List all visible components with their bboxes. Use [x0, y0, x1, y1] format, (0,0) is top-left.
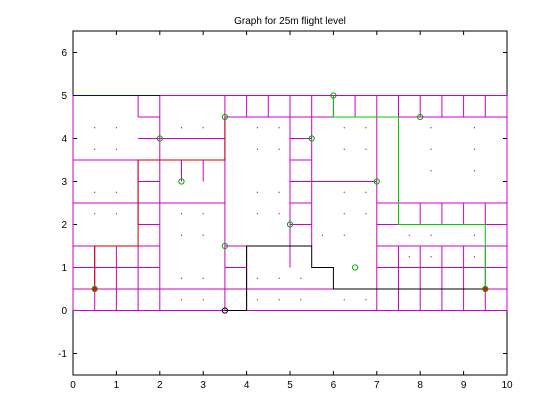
cell-center-dot [278, 148, 280, 150]
cell-center-dot [365, 299, 367, 301]
cell-center-dot [115, 148, 117, 150]
cell-center-dot [180, 277, 183, 279]
cell-center-dot [94, 191, 96, 193]
y-tick-label: 4 [61, 134, 67, 145]
cell-center-dot [256, 148, 259, 150]
cell-center-dot [202, 299, 204, 301]
waypoint-node [373, 178, 380, 185]
waypoint-node [221, 113, 228, 121]
plot-area: 0 1 2 3 4 5 6 7 8 9 10 -1 0 1 2 3 4 5 6 [58, 30, 513, 391]
cell-center-dot [202, 277, 204, 279]
cell-center-dot [408, 256, 410, 258]
cell-center-dot [115, 127, 117, 129]
path-green-line [332, 95, 486, 289]
x-tick-label: 5 [287, 380, 293, 391]
cell-center-dot [180, 299, 183, 301]
cell-center-dot [343, 191, 345, 193]
y-tick-label: 0 [61, 306, 67, 317]
cell-center-dot [365, 213, 367, 215]
x-tick-label: 0 [70, 380, 76, 391]
x-tick-label: 2 [157, 380, 163, 391]
path-red-line [94, 117, 226, 289]
cell-center-dot [343, 127, 345, 129]
cell-center-dot [115, 191, 117, 193]
cell-center-dot [430, 234, 432, 236]
cell-center-dot [473, 170, 476, 172]
cell-center-dot [473, 127, 476, 129]
cell-center-dot [256, 277, 259, 279]
y-tick-label: 3 [61, 177, 67, 188]
cell-center-dot [430, 170, 432, 172]
cell-center-dot [202, 127, 204, 129]
cell-center-dot [94, 148, 96, 150]
cell-center-dot [300, 299, 302, 301]
cell-center-dot [180, 127, 183, 129]
waypoint-node [221, 242, 228, 250]
x-tick-label: 6 [331, 380, 337, 391]
cell-center-dot [430, 148, 432, 150]
x-tick-label: 4 [244, 380, 250, 391]
waypoint-node [482, 285, 489, 293]
cell-center-dot [343, 234, 345, 236]
cell-center-dot [473, 148, 476, 150]
y-tick-label: 1 [61, 263, 67, 274]
cell-center-dot [278, 191, 280, 193]
cell-center-dot [278, 127, 280, 129]
cell-center-dot [202, 234, 204, 236]
y-tick-label: 5 [61, 91, 67, 102]
cell-center-dot [343, 148, 345, 150]
x-tick-label: 1 [114, 380, 120, 391]
cell-center-dot [343, 299, 345, 301]
cell-center-dot [430, 127, 432, 129]
cell-center-dot [365, 127, 367, 129]
cell-center-dot [94, 213, 96, 215]
cell-center-dot [202, 213, 204, 215]
cell-center-dot [94, 127, 96, 129]
x-tick-label: 3 [200, 380, 206, 391]
x-tick-label: 8 [417, 380, 423, 391]
cell-center-dot [430, 256, 432, 258]
waypoint-node [286, 221, 294, 228]
chart-title: Graph for 25m flight level [234, 16, 346, 27]
cell-center-dot [278, 299, 280, 301]
cell-center-dot [256, 127, 259, 129]
cell-center-dot [321, 234, 324, 236]
x-tick-label: 10 [501, 380, 513, 391]
cell-center-dot [256, 299, 259, 301]
waypoint-node [308, 135, 315, 142]
cell-center-dot [300, 277, 302, 279]
cell-center-dot [343, 213, 345, 215]
waypoint-node [156, 135, 163, 142]
path-black-line [224, 245, 486, 311]
waypoint-node [330, 92, 337, 99]
waypoint-node [221, 307, 228, 314]
cell-center-dot [256, 213, 259, 215]
cell-center-dot [115, 213, 117, 215]
cell-center-dot [365, 148, 367, 150]
cell-center-dot [473, 256, 476, 258]
waypoint-node [352, 264, 359, 271]
cell-center-dot [180, 234, 183, 236]
cell-center-dot [473, 234, 476, 236]
waypoint-node [91, 285, 98, 293]
y-tick-label: -1 [58, 349, 67, 360]
cell-center-dot [180, 213, 183, 215]
cell-center-dot [408, 234, 410, 236]
x-tick-label: 9 [461, 380, 467, 391]
waypoint-node [178, 178, 185, 185]
cell-center-dot [278, 277, 280, 279]
waypoint-node [417, 113, 424, 121]
cell-center-dot [365, 191, 367, 193]
y-tick-label: 6 [61, 48, 67, 59]
x-tick-label: 7 [374, 380, 380, 391]
y-tick-label: 2 [61, 220, 67, 231]
cell-center-dot [256, 191, 259, 193]
cell-center-dot [278, 213, 280, 215]
